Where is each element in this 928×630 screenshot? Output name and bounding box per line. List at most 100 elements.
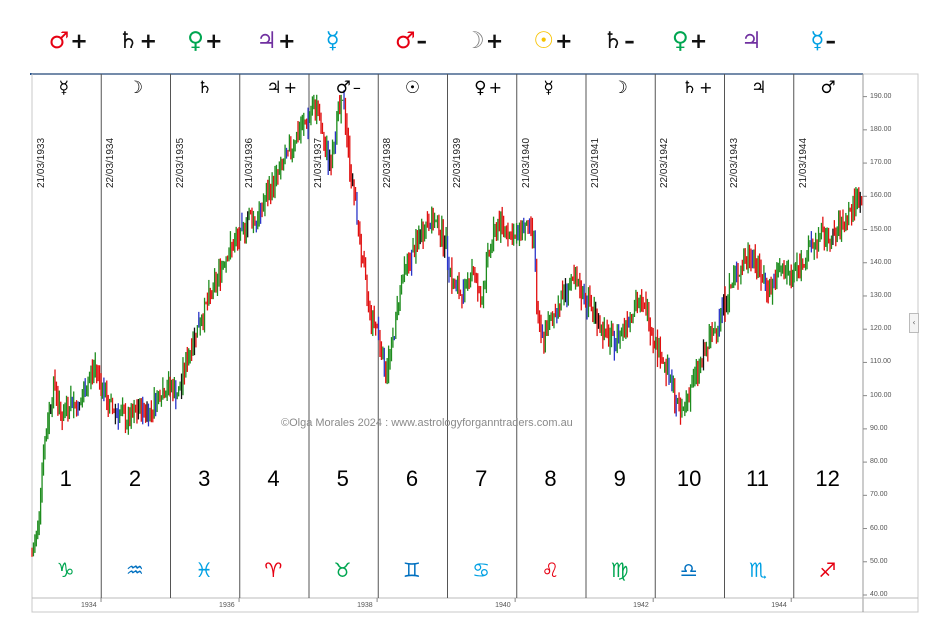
y-tick-label: 80.00: [870, 458, 888, 466]
header-planet: ♄–: [603, 28, 635, 54]
house-number: 2: [128, 466, 142, 491]
house-number: 5: [336, 466, 349, 491]
column-date-label: 22/03/1934: [105, 137, 117, 188]
y-tick-label: 110.00: [870, 358, 891, 366]
header-planet: ☿–: [810, 28, 836, 54]
header-planet-glyph: ☿: [325, 28, 340, 54]
column-date-label: 21/03/1944: [797, 137, 809, 188]
column-top-glyph: ☿: [58, 78, 70, 98]
header-planet: ♀+: [672, 28, 707, 54]
header-planet-glyph: ☉: [533, 28, 554, 54]
column-top-planet: ♃ +: [266, 78, 297, 98]
header-planet-sign: +: [70, 29, 88, 53]
house-number: 11: [746, 466, 769, 491]
column-top-glyph: ☽: [127, 78, 144, 98]
column-top-planet: ♄: [197, 78, 214, 98]
y-tick-label: 160.00: [870, 192, 892, 200]
column-date-label: 22/03/1943: [728, 137, 740, 188]
header-planet: ♃+: [256, 28, 295, 54]
column-top-glyph: ♄: [681, 78, 698, 98]
y-tick-label: 100.00: [870, 391, 892, 399]
x-tick-label: 1938: [357, 602, 373, 609]
header-planet-glyph: ♀: [671, 28, 689, 54]
column-top-planet: ☽: [613, 78, 630, 98]
header-planet-glyph: ♄: [602, 28, 624, 54]
column-date-label: 21/03/1936: [243, 137, 255, 188]
column-top-glyph: ♃: [751, 78, 767, 98]
column-top-glyph: ♂: [335, 78, 351, 98]
column-top-planet: ♀ +: [474, 78, 502, 98]
y-tick-label: 170.00: [870, 159, 892, 167]
house-number: 9: [613, 466, 626, 491]
y-tick-label: 150.00: [870, 225, 892, 233]
x-tick-label: 1944: [771, 602, 787, 609]
y-tick-label: 60.00: [870, 524, 888, 532]
header-planet-glyph: ♃: [256, 28, 277, 54]
column-top-glyph: ♀: [474, 78, 487, 98]
zodiac-sign: ♎: [679, 558, 698, 582]
y-tick-label: 140.00: [870, 258, 892, 266]
house-number: 10: [676, 466, 702, 491]
house-number: 4: [267, 466, 280, 491]
y-tick-label: 90.00: [870, 424, 888, 432]
header-planet-glyph: ☿: [810, 28, 825, 54]
column-top-planet: ♂: [820, 78, 837, 98]
header-planet-glyph: ♂: [48, 28, 70, 54]
house-number: 8: [544, 466, 557, 491]
house-number: 3: [198, 466, 211, 491]
header-planet-glyph: ♃: [741, 28, 762, 54]
y-tick-label: 180.00: [870, 125, 892, 133]
header-planet-sign: +: [204, 29, 223, 53]
zodiac-sign: ♉: [333, 558, 352, 582]
header-planet: ♂+: [49, 28, 88, 54]
header-planet-sign: –: [624, 29, 635, 53]
zodiac-sign: ♋: [472, 558, 491, 582]
header-planet-glyph: ♄: [117, 28, 139, 54]
column-top-planet: ☿: [543, 78, 555, 98]
header-planet: ☿: [326, 28, 341, 54]
zodiac-sign: ♊: [402, 558, 421, 582]
zodiac-sign: ♐: [818, 558, 837, 582]
header-planet-sign: +: [555, 29, 573, 53]
column-date-label: 21/03/1937: [313, 137, 324, 188]
header-planet-sign: –: [825, 29, 837, 53]
y-tick-label: 130.00: [870, 291, 892, 299]
y-tick-label: 70.00: [870, 491, 888, 499]
header-planet: ♀+: [187, 28, 222, 54]
column-top-glyph: ☿: [543, 78, 554, 98]
zodiac-sign: ♑: [56, 558, 75, 582]
column-top-sign: +: [283, 78, 298, 97]
zodiac-sign: ♈: [264, 558, 283, 582]
header-planet: ♄+: [118, 28, 157, 54]
plot-frame: [31, 73, 919, 613]
column-top-planet: ☉: [405, 78, 422, 98]
column-top-glyph: ☽: [612, 78, 628, 98]
header-planet-sign: +: [689, 29, 708, 53]
y-tick-label: 40.00: [870, 591, 888, 598]
x-tick-label: 1942: [633, 602, 649, 609]
zodiac-sign: ♍: [610, 558, 629, 582]
collapse-panel-icon[interactable]: ‹: [909, 313, 919, 333]
watermark-text: ©Olga Morales 2024 : www.astrologyforgan…: [281, 417, 573, 429]
column-top-glyph: ☉: [404, 78, 421, 98]
x-tick-label: 1934: [81, 602, 97, 609]
house-number: 6: [405, 466, 419, 491]
column-date-label: 21/03/1941: [590, 137, 601, 188]
planet-header-row: ♂+ ♄+ ♀+ ♃+ ☿ ♂– ☽+ ☉+ ♄– ♀+ ♃ ☿–: [0, 28, 928, 68]
column-date-label: 22/03/1938: [382, 137, 394, 188]
header-planet: ☽+: [464, 28, 503, 54]
header-planet-glyph: ♀: [187, 28, 204, 54]
header-planet-sign: –: [416, 29, 428, 53]
y-tick-label: 50.00: [870, 557, 888, 565]
header-planet-sign: +: [139, 29, 158, 53]
x-tick-label: 1936: [219, 602, 235, 609]
zodiac-sign: ♒: [125, 558, 144, 582]
header-planet-glyph: ☽: [464, 28, 485, 54]
zodiac-sign: ♏: [749, 558, 768, 582]
x-tick-label: 1940: [495, 602, 511, 609]
column-date-label: 21/03/1940: [520, 137, 532, 188]
zodiac-sign: ♌: [541, 558, 560, 582]
column-top-sign: +: [488, 78, 502, 97]
column-date-label: 22/03/1942: [659, 137, 671, 188]
column-date-label: 22/03/1935: [174, 137, 186, 188]
